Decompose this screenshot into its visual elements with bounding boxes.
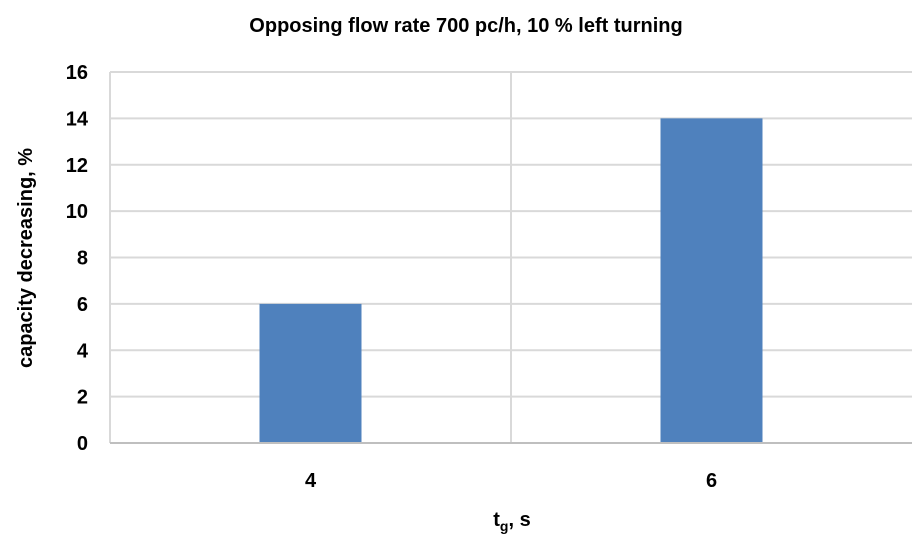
y-tick-label: 12 [66, 155, 88, 177]
x-tick-label: 6 [706, 470, 717, 492]
bar [660, 118, 763, 443]
y-tick-label: 4 [77, 340, 89, 362]
bars [259, 118, 763, 443]
y-tick-label: 10 [66, 201, 88, 223]
y-tick-label: 16 [66, 62, 88, 84]
x-axis-title-subscript: g [500, 518, 509, 534]
y-tick-label: 14 [66, 108, 89, 130]
y-tick-label: 8 [77, 248, 88, 270]
axes [109, 72, 912, 444]
x-axis-title-suffix: , s [508, 509, 530, 531]
y-axis-title: capacity decreasing, % [15, 148, 37, 368]
x-axis-title: tg, s [493, 509, 530, 534]
y-tick-label: 2 [77, 387, 88, 409]
gridlines [110, 71, 912, 443]
x-axis-title-main: t [493, 509, 500, 531]
y-tick-labels: 0 2 4 6 8 10 12 14 16 [66, 62, 89, 455]
x-tick-label: 4 [305, 470, 317, 492]
bar [259, 303, 362, 443]
y-tick-label: 6 [77, 294, 88, 316]
y-tick-label: 0 [77, 433, 88, 455]
chart-title: Opposing flow rate 700 pc/h, 10 % left t… [249, 15, 682, 37]
